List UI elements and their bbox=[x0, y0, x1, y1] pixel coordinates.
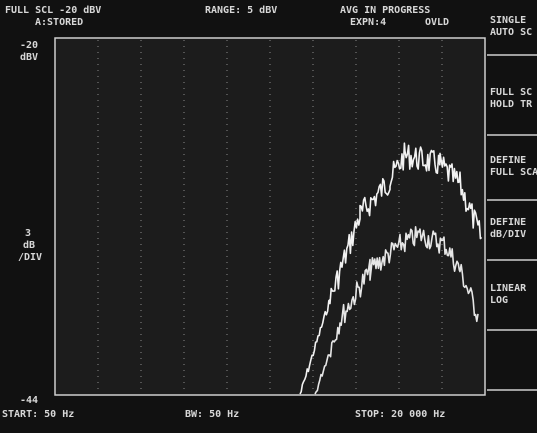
trace-label: A:STORED bbox=[35, 17, 83, 28]
softkey-label[interactable]: HOLD TR bbox=[490, 99, 533, 110]
start-freq: START: 50 Hz bbox=[2, 409, 74, 420]
scale-value: 3 bbox=[25, 228, 31, 239]
softkey-label[interactable]: FULL SCA bbox=[490, 167, 537, 178]
full-scale: FULL SCL -20 dBV bbox=[5, 5, 101, 16]
plot-frame bbox=[55, 38, 485, 395]
top-unit: dBV bbox=[20, 52, 38, 63]
top-level: -20 bbox=[20, 40, 38, 51]
range: RANGE: 5 dBV bbox=[205, 5, 277, 16]
softkey-label[interactable]: AUTO SC bbox=[490, 27, 532, 38]
expansion: EXPN:4 bbox=[350, 17, 386, 28]
softkey-label[interactable]: LINEAR bbox=[490, 283, 527, 294]
softkey-label[interactable]: SINGLE bbox=[490, 15, 526, 26]
stop-freq: STOP: 20 000 Hz bbox=[355, 409, 445, 420]
analyzer-screen: FULL SCL -20 dBV A:STORED RANGE: 5 dBV A… bbox=[0, 0, 537, 433]
softkey-label[interactable]: LOG bbox=[490, 295, 508, 306]
overload: OVLD bbox=[425, 17, 449, 28]
scale-unit: dB bbox=[23, 240, 35, 251]
softkey-label[interactable]: dB/DIV bbox=[490, 229, 526, 240]
softkey-label[interactable]: FULL SC bbox=[490, 87, 532, 98]
softkey-label[interactable]: DEFINE bbox=[490, 155, 526, 166]
status: AVG IN PROGRESS bbox=[340, 5, 430, 16]
bottom-level: -44 bbox=[20, 395, 38, 406]
softkey-label[interactable]: DEFINE bbox=[490, 217, 526, 228]
bandwidth: BW: 50 Hz bbox=[185, 409, 239, 420]
scale-per: /DIV bbox=[18, 252, 42, 263]
